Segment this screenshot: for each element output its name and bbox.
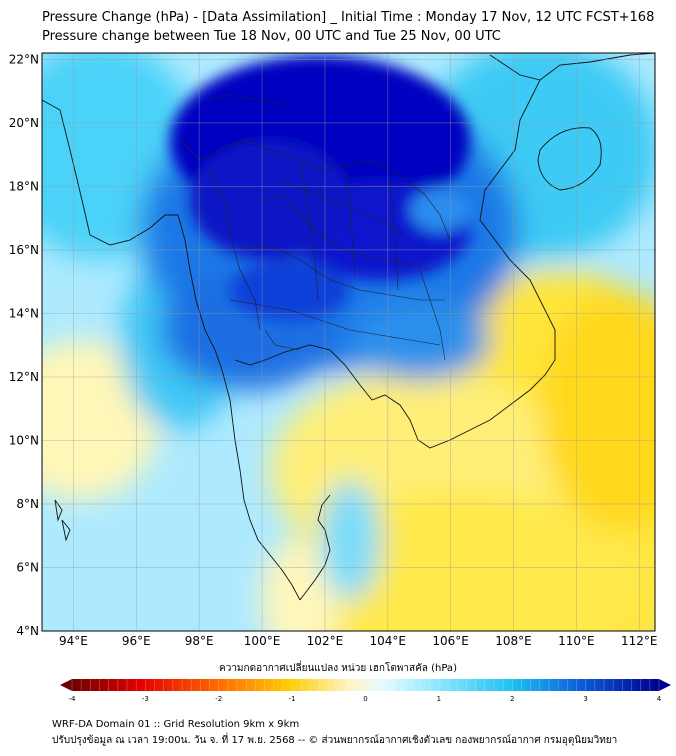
colorbar-tick-label: 1	[437, 695, 441, 703]
footer-model-info: WRF-DA Domain 01 :: Grid Resolution 9km …	[52, 719, 300, 730]
lon-tick-label: 108°E	[495, 634, 532, 648]
colorbar-tick-label: 4	[657, 695, 662, 703]
lon-tick-label: 106°E	[432, 634, 469, 648]
colorbar-tick-label: 0	[363, 695, 367, 703]
footer-update-info: ปรับปรุงข้อมูล ณ เวลา 19:00น. วัน จ. ที่…	[52, 735, 618, 746]
map-subtitle: Pressure change between Tue 18 Nov, 00 U…	[42, 29, 501, 44]
colorbar-label: ความกดอากาศเปลี่ยนแปลง หน่วย เฮกโตพาสคัล…	[219, 663, 457, 674]
colorbar-tick-label: -2	[215, 695, 222, 703]
lat-tick-label: 12°N	[9, 370, 39, 384]
lat-tick-label: 10°N	[9, 433, 39, 447]
lat-tick-label: 6°N	[16, 560, 39, 574]
colorbar-low-arrow	[60, 679, 72, 691]
lat-tick-label: 16°N	[9, 243, 39, 257]
lon-tick-label: 110°E	[558, 634, 595, 648]
colorbar-tick-label: -1	[289, 695, 296, 703]
lat-tick-label: 20°N	[9, 116, 39, 130]
lon-tick-label: 98°E	[185, 634, 214, 648]
gridlines	[42, 53, 655, 631]
lat-tick-label: 8°N	[16, 497, 39, 511]
lon-tick-label: 100°E	[244, 634, 281, 648]
lon-tick-label: 94°E	[59, 634, 88, 648]
colorbar: -4 -3 -2 -1 0 1 2 3 4	[60, 679, 671, 703]
colorbar-high-arrow	[659, 679, 671, 691]
admin-borders	[179, 94, 451, 361]
lon-tick-label: 96°E	[122, 634, 151, 648]
colorbar-gradient	[72, 679, 659, 691]
map-frame	[41, 52, 656, 632]
lon-tick-label: 104°E	[370, 634, 407, 648]
latitude-labels: 22°N 20°N 18°N 16°N 14°N 12°N 10°N 8°N 6°N 4°N	[9, 52, 39, 638]
lat-tick-label: 4°N	[16, 624, 39, 638]
lon-tick-label: 112°E	[621, 634, 658, 648]
colorbar-tick-label: -3	[142, 695, 149, 703]
colorbar-tick-label: 3	[583, 695, 587, 703]
lon-tick-label: 102°E	[307, 634, 344, 648]
lat-tick-label: 14°N	[9, 306, 39, 320]
colorbar-tick-label: 2	[510, 695, 514, 703]
colorbar-tick-label: -4	[69, 695, 77, 703]
longitude-labels: 94°E 96°E 98°E 100°E 102°E 104°E 106°E 108°E 110…	[59, 634, 658, 648]
map-title: Pressure Change (hPa) - [Data Assimilati…	[42, 10, 655, 25]
coastlines	[42, 53, 655, 601]
lat-tick-label: 22°N	[9, 52, 39, 66]
lat-tick-label: 18°N	[9, 179, 39, 193]
pressure-field	[42, 53, 655, 631]
